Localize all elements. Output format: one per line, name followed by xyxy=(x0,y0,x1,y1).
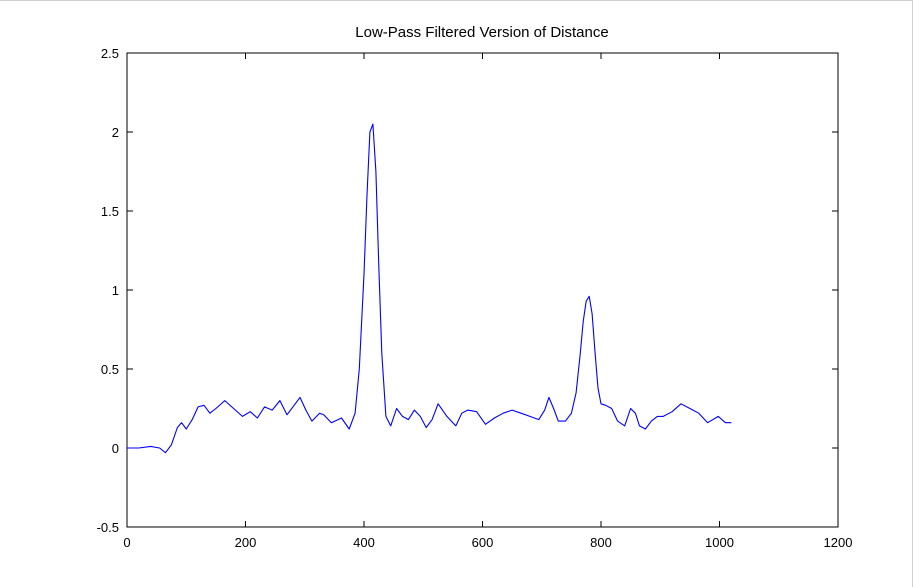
x-axis-tick-labels: 0 200 400 600 800 1000 1200 xyxy=(123,535,852,550)
x-tick-label: 0 xyxy=(123,535,130,550)
x-tick-label: 1200 xyxy=(824,535,853,550)
x-tick-label: 400 xyxy=(353,535,375,550)
axis-ticks xyxy=(126,52,839,528)
x-tick-label: 1000 xyxy=(705,535,734,550)
y-tick-label: 2.5 xyxy=(101,46,119,61)
y-tick-label: 0.5 xyxy=(101,362,119,377)
y-tick-label: 1 xyxy=(112,283,119,298)
x-tick-label: 200 xyxy=(235,535,257,550)
chart-title: Low-Pass Filtered Version of Distance xyxy=(355,24,608,41)
y-tick-label: 1.5 xyxy=(101,204,119,219)
y-tick-label: 0 xyxy=(112,441,119,456)
x-tick-label: 800 xyxy=(590,535,612,550)
series-line xyxy=(127,123,732,454)
x-tick-label: 600 xyxy=(472,535,494,550)
y-tick-label: 2 xyxy=(112,125,119,140)
plot-area xyxy=(126,52,839,528)
y-axis-tick-labels: -0.5 0 0.5 1 1.5 2 2.5 xyxy=(97,46,119,535)
y-tick-label: -0.5 xyxy=(97,520,119,535)
